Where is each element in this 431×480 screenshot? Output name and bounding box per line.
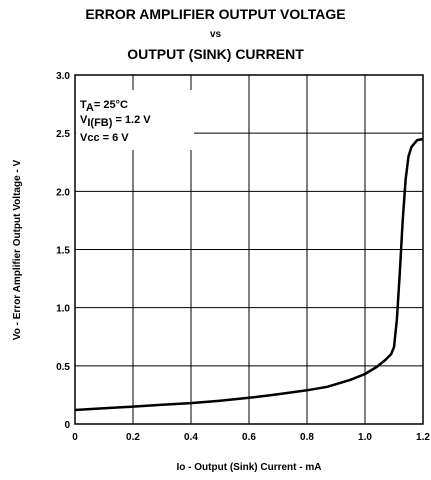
x-tick-label: 0.8 [300, 432, 314, 443]
y-tick-label: 0.5 [56, 362, 70, 373]
y-tick-label: 2.5 [56, 129, 70, 140]
x-tick-label: 1.2 [416, 432, 430, 443]
annotation-ta-rest: = 25°C [94, 99, 128, 111]
annotation-vcc: Vcc = 6 V [80, 132, 129, 144]
annotation-box [76, 90, 194, 150]
annotation-ta-main: T [80, 99, 87, 111]
y-tick-label: 1.0 [56, 304, 70, 315]
x-tick-label: 0.4 [184, 432, 198, 443]
y-tick-label: 1.5 [56, 246, 70, 257]
plot-frame [74, 74, 424, 425]
y-tick-label: 3.0 [56, 71, 70, 82]
annotation-vi-rest: = 1.2 V [112, 114, 151, 126]
annotation-ta: TA= 25°C [80, 99, 128, 114]
annotation-ta-sub: A [86, 102, 94, 114]
chart-title-line1: ERROR AMPLIFIER OUTPUT VOLTAGE [85, 6, 346, 22]
y-tick-label: 2.0 [56, 187, 70, 198]
x-axis-label: Io - Output (Sink) Current - mA [177, 462, 322, 473]
y-axis-label: Vo - Error Amplifier Output Voltage - V [12, 159, 23, 340]
x-tick-label: 1.0 [358, 432, 372, 443]
x-tick-label: 0 [72, 432, 78, 443]
chart-title-line2: vs [209, 29, 222, 40]
x-tick-label: 0.6 [242, 432, 256, 443]
y-tick-label: 0 [64, 420, 70, 431]
tick-labels: 0 0.2 0.4 0.6 0.8 1.0 1.2 0 0.5 1.0 1.5 2.0 2.5 3.0 [56, 71, 430, 443]
annotation-vi: VI(FB) = 1.2 V [80, 114, 151, 129]
chart-title-line3: OUTPUT (SINK) CURRENT [127, 46, 304, 62]
x-tick-label: 0.2 [126, 432, 140, 443]
annotation-vi-main: V [80, 114, 88, 126]
annotation-vi-sub: I(FB) [87, 117, 112, 129]
series-line [74, 137, 424, 412]
